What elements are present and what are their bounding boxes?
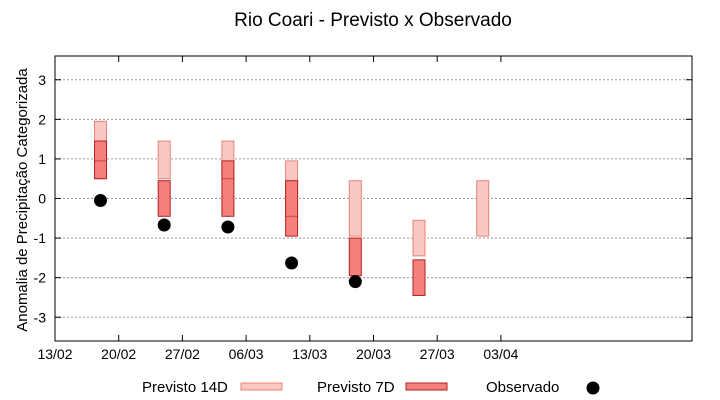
box-previsto-7d bbox=[221, 160, 235, 217]
observed-point bbox=[157, 218, 171, 232]
box-previsto-14d-body bbox=[412, 219, 426, 257]
box-previsto-7d bbox=[285, 180, 299, 237]
observed-point bbox=[285, 256, 299, 270]
legend-swatch-previsto-14d bbox=[240, 382, 283, 391]
box-previsto-14d-body bbox=[348, 180, 362, 237]
box-previsto-7d-body bbox=[285, 180, 299, 237]
box-previsto-7d bbox=[94, 140, 107, 180]
plot-area bbox=[94, 120, 490, 296]
observed-point bbox=[221, 220, 235, 234]
y-tick-label: -3 bbox=[34, 309, 47, 325]
y-tick-label: 0 bbox=[38, 191, 46, 207]
chart-title: Rio Coari - Previsto x Observado bbox=[234, 10, 512, 31]
x-axis: 13/02 20/02 27/02 06/03 13/03 20/03 27/03 03/04 bbox=[37, 56, 519, 362]
legend-marker-observado bbox=[586, 381, 600, 395]
observed-point bbox=[348, 275, 362, 289]
y-tick-label: -1 bbox=[34, 230, 47, 246]
y-tick-label: 3 bbox=[38, 72, 46, 88]
y-axis: 3 2 1 0 -1 -2 -3 bbox=[34, 72, 692, 325]
x-tick-label: 20/02 bbox=[101, 346, 136, 362]
x-tick-label: 03/04 bbox=[483, 346, 518, 362]
y-tick-label: 1 bbox=[38, 151, 46, 167]
y-axis-label: Anomalia de Precipitação Categorizada bbox=[14, 68, 31, 332]
gridlines bbox=[55, 79, 692, 318]
legend-label-observado: Observado bbox=[486, 379, 559, 396]
box-previsto-7d-body bbox=[94, 140, 107, 180]
box-previsto-7d-body bbox=[412, 259, 426, 296]
box-previsto-14d bbox=[348, 180, 362, 237]
x-tick-label: 27/03 bbox=[420, 346, 455, 362]
x-tick-label: 13/02 bbox=[37, 346, 72, 362]
legend-label-previsto-14d: Previsto 14D bbox=[142, 379, 228, 396]
observed-point bbox=[94, 193, 107, 207]
box-previsto-7d bbox=[348, 237, 362, 277]
legend-label-previsto-7d: Previsto 7D bbox=[317, 379, 395, 396]
y-tick-label: -2 bbox=[34, 270, 47, 286]
y-tick-label: 2 bbox=[38, 111, 46, 127]
x-tick-label: 27/02 bbox=[165, 346, 200, 362]
legend: Previsto 14D Previsto 7D Observado bbox=[142, 379, 600, 396]
box-previsto-14d-body bbox=[476, 180, 490, 237]
x-tick-label: 20/03 bbox=[356, 346, 391, 362]
box-previsto-7d-body bbox=[157, 180, 171, 217]
box-previsto-7d-body bbox=[221, 160, 235, 217]
box-previsto-14d bbox=[412, 219, 426, 257]
x-tick-label: 13/03 bbox=[292, 346, 327, 362]
box-previsto-7d bbox=[157, 180, 171, 217]
legend-swatch-previsto-7d bbox=[405, 382, 448, 391]
box-previsto-7d bbox=[412, 259, 426, 296]
box-previsto-14d bbox=[157, 140, 171, 180]
box-previsto-7d-body bbox=[348, 237, 362, 277]
box-previsto-14d-body bbox=[157, 140, 171, 180]
x-tick-label: 06/03 bbox=[229, 346, 264, 362]
box-previsto-14d bbox=[476, 180, 490, 237]
